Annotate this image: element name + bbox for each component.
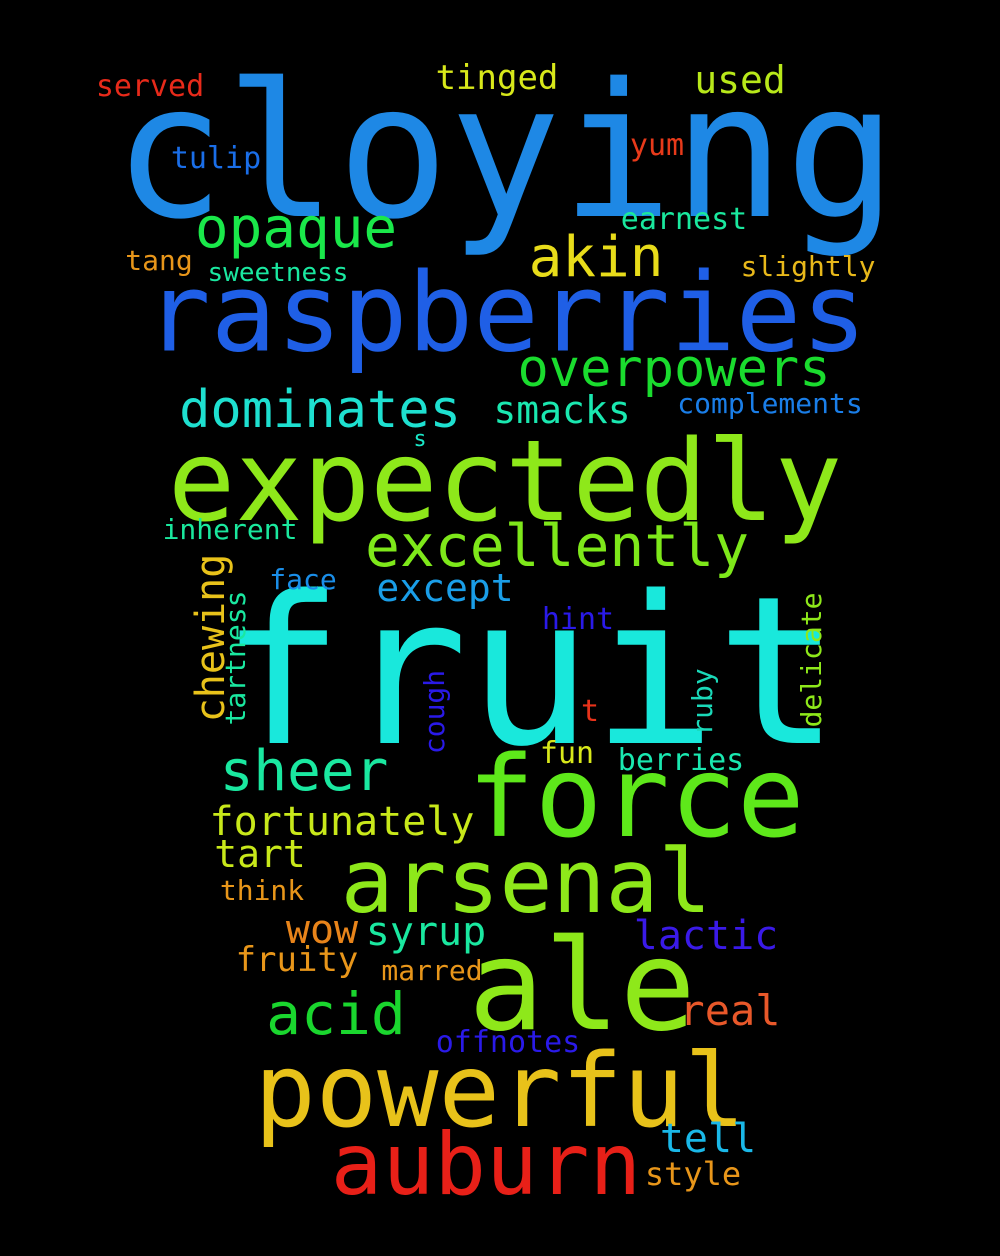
word: face bbox=[269, 563, 337, 596]
word: fruity bbox=[235, 940, 359, 980]
word: auburn bbox=[330, 1115, 642, 1215]
word: berries bbox=[617, 743, 745, 778]
word: slightly bbox=[740, 250, 876, 283]
word: raspberries bbox=[145, 249, 867, 377]
word: sheer bbox=[219, 739, 389, 804]
word: sweetness bbox=[207, 258, 349, 288]
word: marred bbox=[381, 954, 483, 987]
word: t bbox=[580, 694, 600, 729]
word: tinged bbox=[435, 58, 559, 98]
word: delicate bbox=[795, 592, 828, 728]
word: tell bbox=[659, 1116, 757, 1162]
word: syrup bbox=[365, 909, 487, 955]
word: force bbox=[467, 733, 805, 863]
word: expectedly bbox=[167, 417, 843, 547]
word: offnotes bbox=[435, 1025, 581, 1060]
word: real bbox=[679, 986, 781, 1035]
word: tartness bbox=[219, 590, 252, 726]
word: served bbox=[95, 69, 205, 104]
word: cloying bbox=[113, 43, 897, 260]
word: wow bbox=[285, 907, 359, 953]
word: fortunately bbox=[209, 799, 475, 845]
word: excellently bbox=[364, 512, 750, 580]
word: overpowers bbox=[517, 339, 831, 399]
word: inherent bbox=[162, 513, 298, 546]
word: except bbox=[376, 566, 514, 610]
word: ale bbox=[468, 912, 696, 1059]
word: arsenal bbox=[340, 830, 712, 933]
word: tulip bbox=[170, 141, 262, 176]
word: dominates bbox=[179, 380, 461, 440]
word: tang bbox=[125, 244, 193, 277]
word: ruby bbox=[686, 668, 719, 736]
word: think bbox=[219, 874, 305, 907]
word: hint bbox=[541, 602, 615, 637]
word: s bbox=[413, 427, 427, 452]
word: akin bbox=[528, 225, 664, 290]
word: powerful bbox=[254, 1032, 746, 1151]
word: complements bbox=[677, 387, 863, 420]
word: lactic bbox=[633, 913, 779, 959]
word: fun bbox=[539, 736, 595, 771]
word: earnest bbox=[620, 202, 748, 237]
word: used bbox=[694, 58, 786, 102]
word: style bbox=[644, 1155, 742, 1193]
word: smacks bbox=[493, 388, 631, 432]
word: yum bbox=[629, 128, 685, 163]
word: cough bbox=[418, 669, 451, 755]
word: opaque bbox=[194, 196, 398, 261]
word: acid bbox=[266, 980, 406, 1048]
word: tart bbox=[214, 832, 306, 876]
word: fruit bbox=[219, 552, 841, 792]
